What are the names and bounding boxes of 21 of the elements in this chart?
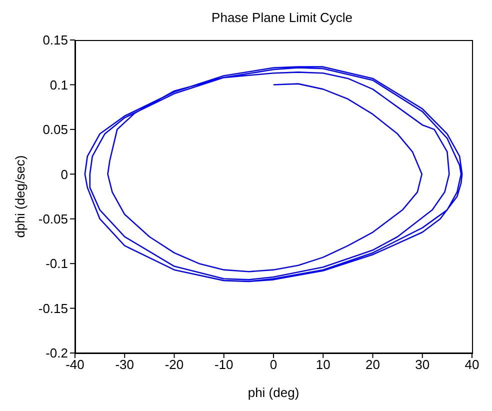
y-tick-label: -0.05: [38, 211, 68, 226]
x-tick-label: 40: [464, 357, 480, 372]
y-tick-label: 0.1: [50, 77, 68, 92]
y-axis-title: dphi (deg/sec): [12, 155, 28, 238]
x-axis-title: phi (deg): [248, 385, 300, 400]
y-tick-label: -0.1: [46, 256, 68, 272]
chart-title: Phase Plane Limit Cycle: [210, 10, 354, 25]
y-tick-label: -0.15: [38, 300, 68, 316]
y-tick-label: 0: [60, 166, 68, 182]
x-tick-label: 30: [415, 357, 430, 372]
y-tick-label: 0.15: [42, 32, 68, 48]
x-tick-label: -10: [214, 357, 234, 372]
x-tick-label: -20: [164, 357, 184, 372]
x-tick-label: 20: [366, 357, 380, 372]
x-tick-label: -30: [115, 357, 134, 372]
line-series: [84, 66, 463, 282]
x-tick-label: 0: [270, 357, 278, 372]
y-tick-label: 0.05: [42, 122, 68, 138]
y-tick-label: -0.2: [46, 346, 68, 361]
x-tick-label: -40: [66, 357, 84, 372]
x-tick-label: 10: [316, 357, 330, 372]
